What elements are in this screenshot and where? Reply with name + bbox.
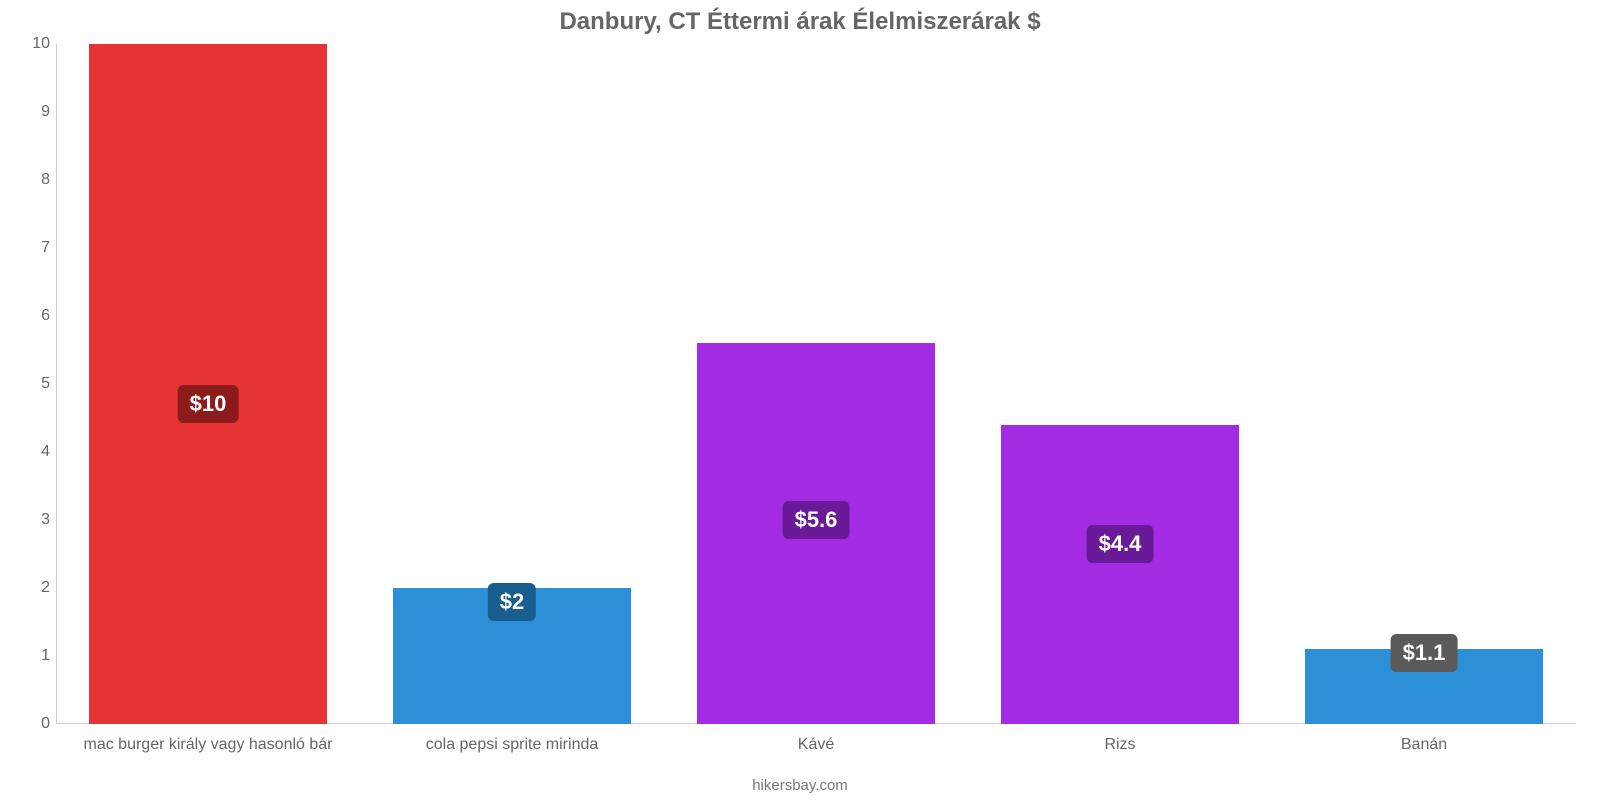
x-tick-label: Rizs xyxy=(1104,736,1135,754)
bar-value-tag: $4.4 xyxy=(1087,525,1154,563)
y-tick-label: 7 xyxy=(14,240,50,256)
x-tick-label: mac burger király vagy hasonló bár xyxy=(83,736,332,754)
bar-value-tag: $10 xyxy=(178,385,239,423)
bar-value-tag: $5.6 xyxy=(783,501,850,539)
bars-container: $10 $2 $5.6 $4.4 $1.1 xyxy=(56,44,1576,724)
y-tick-label: 1 xyxy=(14,648,50,664)
x-tick-label: Kávé xyxy=(798,736,834,754)
source-credit: hikersbay.com xyxy=(0,777,1600,794)
x-tick-label: cola pepsi sprite mirinda xyxy=(426,736,599,754)
y-tick-label: 5 xyxy=(14,376,50,392)
x-tick-label: Banán xyxy=(1401,736,1447,754)
y-tick-label: 10 xyxy=(14,36,50,52)
y-tick-label: 3 xyxy=(14,512,50,528)
bar-value-tag: $2 xyxy=(488,583,536,621)
price-bar-chart: Danbury, CT Éttermi árak Élelmiszerárak … xyxy=(0,0,1600,800)
y-tick-label: 6 xyxy=(14,308,50,324)
y-tick-label: 8 xyxy=(14,172,50,188)
y-tick-label: 0 xyxy=(14,716,50,732)
bar xyxy=(89,44,326,724)
chart-title: Danbury, CT Éttermi árak Élelmiszerárak … xyxy=(20,0,1580,44)
y-tick-label: 4 xyxy=(14,444,50,460)
y-tick-label: 9 xyxy=(14,104,50,120)
bar-value-tag: $1.1 xyxy=(1391,634,1458,672)
bar xyxy=(1001,425,1238,724)
plot-area: 012345678910 $10$2$5.6$4.4$1.1 mac burge… xyxy=(56,44,1576,724)
y-tick-label: 2 xyxy=(14,580,50,596)
